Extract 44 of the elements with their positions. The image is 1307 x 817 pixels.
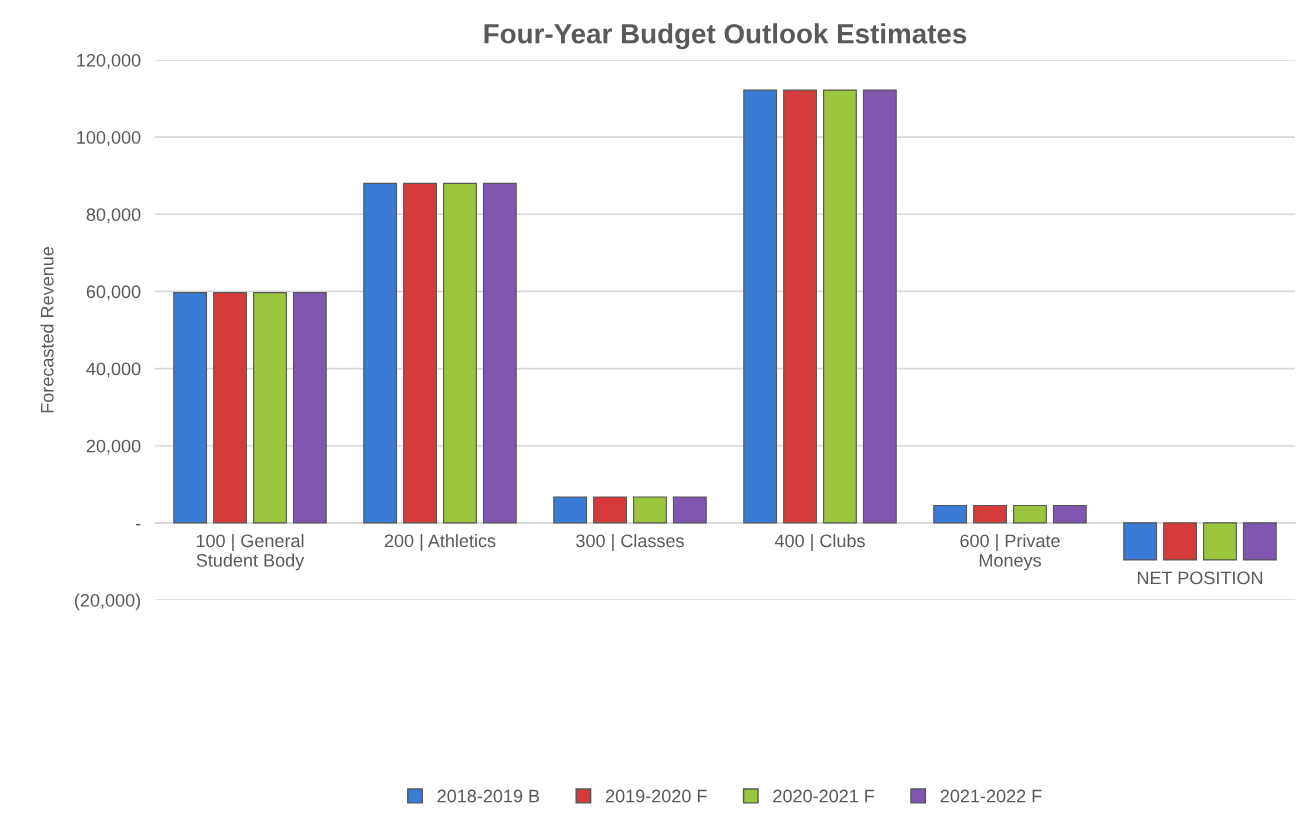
bar <box>213 292 247 524</box>
bar <box>1123 522 1158 561</box>
x-tick-label: 400 | Clubs <box>774 533 865 551</box>
bar <box>593 496 627 524</box>
bar <box>1052 504 1087 524</box>
y-tick-label: 60,000 <box>86 285 141 301</box>
bar <box>253 292 287 524</box>
x-tick-label: 200 | Athletics <box>384 533 496 551</box>
bar <box>482 182 517 524</box>
legend-label: 2018-2019 B <box>437 789 540 803</box>
y-tick-label: 40,000 <box>86 362 141 378</box>
bar <box>933 504 968 524</box>
y-tick-label: (20,000) <box>74 593 140 611</box>
bar <box>292 292 327 524</box>
y-tick-label: 100,000 <box>77 131 141 146</box>
x-tick-label: 100 | General Student Body <box>196 533 305 571</box>
legend-label: 2020-2021 F <box>773 789 875 803</box>
bar <box>862 89 897 524</box>
chart-title: Four-Year Budget Outlook Estimates <box>484 23 967 50</box>
legend-label: 2021-2022 F <box>940 789 1042 803</box>
bar <box>1242 522 1277 561</box>
bar <box>672 496 707 524</box>
x-tick-label: NET POSITION <box>1137 571 1263 585</box>
y-tick-label: 120,000 <box>77 53 141 69</box>
bar <box>553 496 588 524</box>
bar <box>743 89 778 524</box>
y-tick-label: - <box>135 523 141 526</box>
x-tick-label: 600 | Private Moneys <box>960 533 1060 571</box>
y-tick-label: 20,000 <box>86 439 141 455</box>
bar <box>173 292 208 524</box>
bar <box>823 89 857 524</box>
y-tick-label: 80,000 <box>86 208 141 224</box>
bar <box>1163 522 1197 561</box>
bar <box>403 182 437 524</box>
legend-label: 2019-2020 F <box>605 789 707 803</box>
bar <box>633 496 667 524</box>
bar <box>363 182 398 524</box>
x-tick-label: 300 | Classes <box>576 533 684 551</box>
y-axis-title: Forecasted Revenue <box>40 246 54 413</box>
bar <box>973 504 1007 524</box>
bar <box>783 89 817 524</box>
bar <box>443 182 477 524</box>
bar <box>1013 504 1047 524</box>
bar <box>1203 522 1237 561</box>
